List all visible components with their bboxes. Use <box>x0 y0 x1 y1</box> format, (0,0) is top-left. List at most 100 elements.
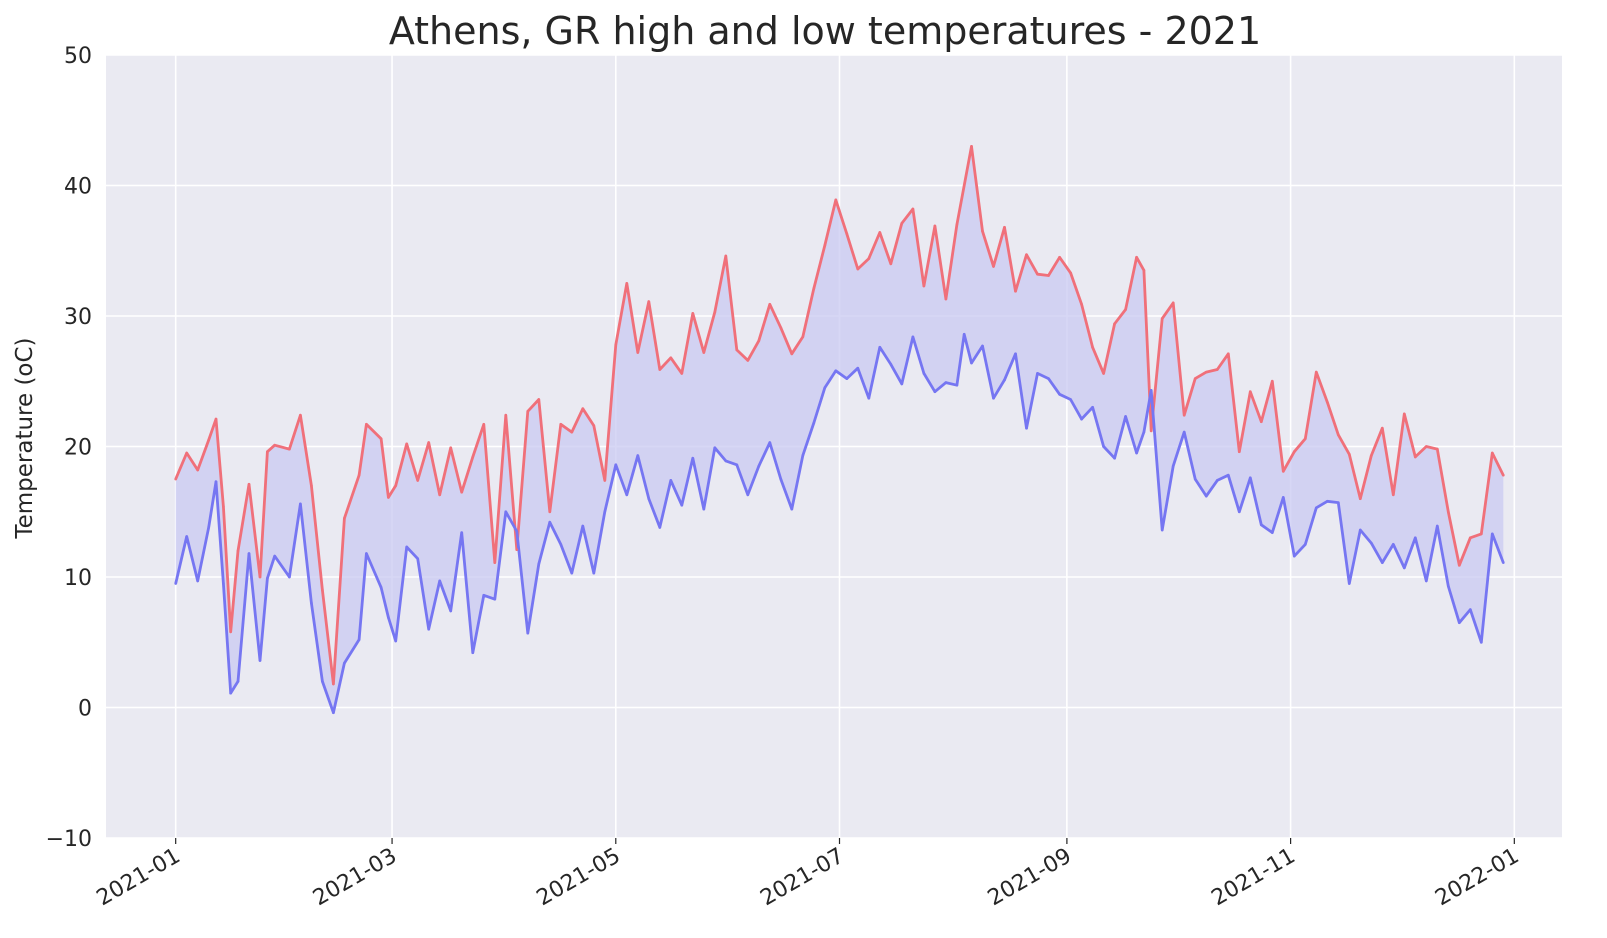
high-temperature-point <box>427 441 431 444</box>
high-temperature-point <box>1314 370 1318 374</box>
low-temperature-point <box>379 586 383 589</box>
high-temperature-point <box>1237 450 1241 454</box>
high-temperature-point <box>515 548 519 551</box>
low-temperature-point <box>1102 445 1105 448</box>
high-temperature-point <box>394 484 398 487</box>
low-temperature-point <box>1080 417 1083 421</box>
high-temperature-point <box>911 207 915 211</box>
low-temperature-point <box>1248 476 1252 480</box>
high-temperature-point <box>1270 379 1274 383</box>
low-temperature-point <box>1142 430 1146 434</box>
low-temperature-point <box>636 454 640 457</box>
high-temperature-point <box>343 516 346 520</box>
low-temperature-point <box>438 579 442 583</box>
high-temperature-point <box>592 424 596 427</box>
x-tick-label: 2022-01 <box>1431 844 1523 912</box>
high-temperature-point <box>1502 473 1505 477</box>
low-temperature-point <box>405 545 409 549</box>
high-temperature-point <box>1025 253 1028 256</box>
high-low-range-fill <box>175 146 1504 713</box>
low-temperature-point <box>1469 608 1472 611</box>
high-temperature-point <box>724 254 728 258</box>
high-temperature-point <box>1226 352 1230 356</box>
low-temperature-point <box>757 464 761 468</box>
high-temperature-point <box>559 423 563 426</box>
high-temperature-point <box>365 423 368 426</box>
low-temperature-point <box>537 562 541 566</box>
low-temperature-point <box>394 639 398 643</box>
high-temperature-point <box>834 198 838 202</box>
low-temperature-point <box>570 571 574 575</box>
low-temperature-point <box>658 526 662 529</box>
low-temperature-point <box>1259 523 1263 527</box>
low-temperature-point <box>332 711 335 715</box>
low-temperature-point <box>214 480 218 484</box>
high-temperature-point <box>812 287 816 290</box>
high-temperature-point <box>1069 271 1072 275</box>
y-tick-label: 50 <box>64 44 92 69</box>
high-temperature-point <box>1469 536 1472 540</box>
low-temperature-point <box>258 659 262 662</box>
low-temperature-point <box>1303 543 1307 546</box>
high-temperature-point <box>1080 302 1083 306</box>
high-temperature-point <box>1458 563 1461 567</box>
low-temperature-point <box>1124 415 1127 418</box>
low-temperature-point <box>823 386 827 390</box>
high-temperature-point <box>647 300 651 303</box>
high-temperature-points <box>174 145 1505 686</box>
y-tick-label: 30 <box>64 305 92 330</box>
low-temperature-point <box>273 554 277 558</box>
low-temperature-point <box>790 507 794 511</box>
low-temperature-point <box>229 691 232 695</box>
high-temperature-point <box>636 351 640 354</box>
low-temperature-point <box>1270 531 1274 534</box>
high-temperature-point <box>1480 532 1483 536</box>
low-temperature-point <box>1171 464 1175 468</box>
low-temperature-point <box>1358 528 1362 532</box>
low-temperature-point <box>559 543 563 546</box>
low-temperature-point <box>427 627 431 631</box>
high-temperature-point <box>878 231 882 234</box>
high-temperature-point <box>1124 308 1127 311</box>
high-temperature-point <box>1369 454 1373 457</box>
high-temperature-point <box>1160 317 1164 320</box>
low-temperature-point <box>834 369 838 373</box>
low-temperature-point <box>691 456 695 460</box>
high-temperature-point <box>482 423 486 426</box>
high-temperature-point <box>1391 493 1395 497</box>
high-temperature-point <box>1036 272 1039 276</box>
high-temperature-point <box>357 473 361 477</box>
high-temperature-point <box>867 257 871 260</box>
low-temperature-point <box>603 510 607 514</box>
y-axis-label: Temperature (oC) <box>12 337 38 539</box>
high-temperature-point <box>273 443 277 447</box>
low-temperature-point <box>944 381 948 384</box>
chart-title: Athens, GR high and low temperatures - 2… <box>389 9 1261 53</box>
low-temperature-point <box>1135 451 1138 455</box>
high-temperature-point <box>1113 322 1116 326</box>
high-temperature-point <box>214 417 218 421</box>
high-temperature-point <box>258 575 262 579</box>
high-temperature-point <box>310 484 313 487</box>
low-temperature-point <box>548 520 552 524</box>
low-temperature-point <box>1425 579 1428 583</box>
low-temperature-point <box>1058 393 1061 396</box>
high-temperature-point <box>691 312 695 315</box>
high-temperature-point <box>713 310 717 314</box>
low-temperature-point <box>724 459 728 463</box>
low-temperature-point <box>955 383 959 387</box>
low-temperature-point <box>387 616 390 619</box>
x-tick-label: 2021-11 <box>1207 844 1299 912</box>
low-temperature-point <box>1314 506 1318 510</box>
low-temperature-point <box>1436 524 1439 528</box>
high-temperature-point <box>768 302 772 306</box>
high-temperature-point <box>379 437 383 440</box>
high-temperature-point <box>1171 301 1175 305</box>
high-temperature-point <box>790 352 794 356</box>
low-temperature-point <box>1369 541 1373 545</box>
low-temperature-point <box>460 531 464 534</box>
x-tick-label: 2021-05 <box>533 844 625 912</box>
low-temperature-point <box>1347 582 1351 585</box>
high-temperature-point <box>185 451 188 455</box>
